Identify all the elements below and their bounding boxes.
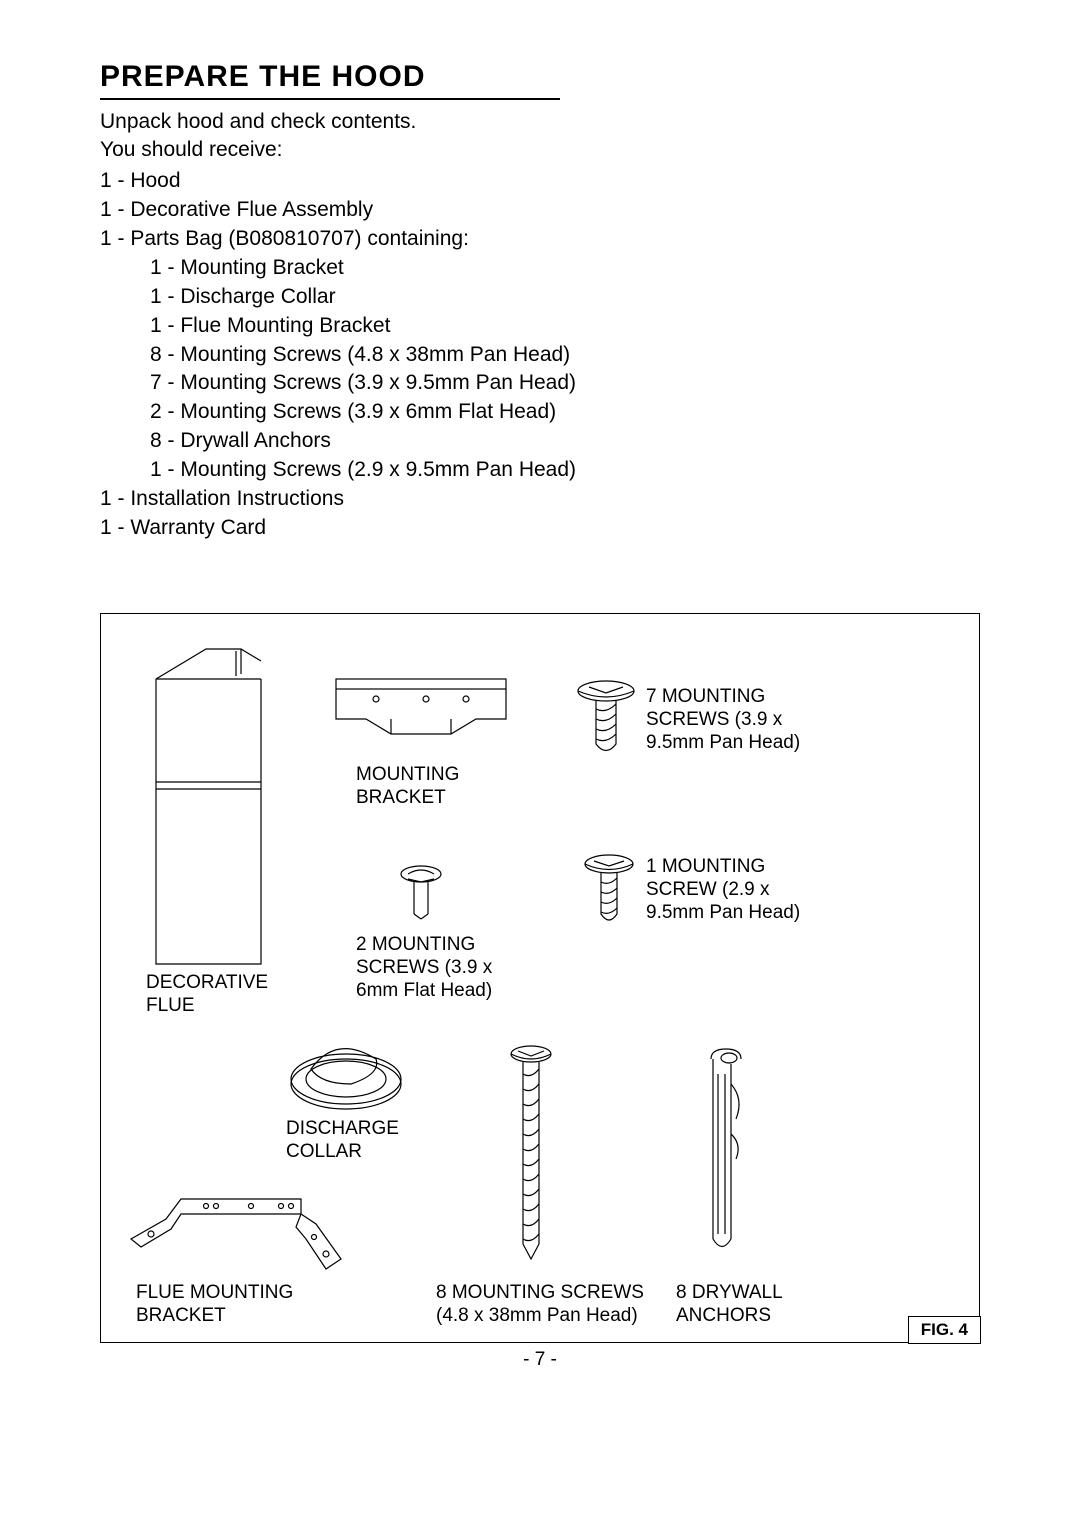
- list-item: 1 - Warranty Card: [100, 514, 980, 543]
- mounting-bracket-label: MOUNTING BRACKET: [356, 764, 486, 810]
- parts-list: 1 - Hood 1 - Decorative Flue Assembly 1 …: [100, 167, 980, 544]
- list-item: 2 - Mounting Screws (3.9 x 6mm Flat Head…: [150, 398, 980, 427]
- screw-icon: [571, 679, 641, 769]
- flue-bracket-drawing: [126, 1179, 356, 1284]
- list-item: 1 - Flue Mounting Bracket: [150, 312, 980, 341]
- decorative-flue-icon: [141, 634, 291, 974]
- list-item: 1 - Hood: [100, 167, 980, 196]
- label-text: DISCHARGE COLLAR: [286, 1118, 399, 1162]
- screw-long-label: 8 MOUNTING SCREWS (4.8 x 38mm Pan Head): [436, 1282, 656, 1328]
- label-line: SCREWS (3.9 x: [646, 709, 782, 730]
- list-item: 7 - Mounting Screws (3.9 x 9.5mm Pan Hea…: [150, 369, 980, 398]
- label-line: 8 MOUNTING SCREWS: [436, 1282, 644, 1303]
- mounting-bracket-icon: [331, 674, 511, 754]
- heading-rule: [100, 98, 560, 100]
- label-text: FLUE MOUNTING BRACKET: [136, 1282, 293, 1326]
- flue-bracket-icon: [126, 1179, 356, 1279]
- screw-flat-drawing: [396, 864, 446, 939]
- mounting-bracket-drawing: [331, 674, 511, 759]
- label-line: SCREWS (3.9 x: [356, 957, 492, 978]
- screw-pan7-drawing: [571, 679, 641, 774]
- label-line: 7 MOUNTING: [646, 686, 765, 707]
- flue-bracket-label: FLUE MOUNTING BRACKET: [136, 1282, 306, 1328]
- figure-number: FIG. 4: [908, 1316, 981, 1344]
- section-heading: PREPARE THE HOOD: [100, 60, 980, 94]
- list-item: 1 - Installation Instructions: [100, 485, 980, 514]
- list-item: 8 - Drywall Anchors: [150, 427, 980, 456]
- screw-pan7-label: 7 MOUNTING SCREWS (3.9 x 9.5mm Pan Head): [646, 686, 826, 754]
- list-item: 8 - Mounting Screws (4.8 x 38mm Pan Head…: [150, 341, 980, 370]
- list-item: 1 - Discharge Collar: [150, 283, 980, 312]
- discharge-collar-icon: [281, 1029, 411, 1119]
- screw-pan1-drawing: [579, 854, 639, 944]
- label-line: 9.5mm Pan Head): [646, 902, 800, 923]
- label-text: DECORATIVE FLUE: [146, 972, 268, 1016]
- decorative-flue-label: DECORATIVE FLUE: [146, 972, 296, 1018]
- screw-flat-label: 2 MOUNTING SCREWS (3.9 x 6mm Flat Head): [356, 934, 516, 1002]
- screw-icon: [579, 854, 639, 939]
- discharge-collar-drawing: [281, 1029, 411, 1124]
- list-item: 1 - Mounting Screws (2.9 x 9.5mm Pan Hea…: [150, 456, 980, 485]
- label-line: 2 MOUNTING: [356, 934, 475, 955]
- label-line: 9.5mm Pan Head): [646, 732, 800, 753]
- label-text: 8 DRYWALL ANCHORS: [676, 1282, 782, 1326]
- screw-pan1-label: 1 MOUNTING SCREW (2.9 x 9.5mm Pan Head): [646, 856, 826, 924]
- label-line: SCREW (2.9 x: [646, 879, 770, 900]
- intro-line-1: Unpack hood and check contents.: [100, 110, 416, 133]
- label-line: 1 MOUNTING: [646, 856, 765, 877]
- figure-4: DECORATIVE FLUE MOUNTING BRACKET: [100, 613, 980, 1343]
- label-text: MOUNTING BRACKET: [356, 764, 459, 808]
- anchor-label: 8 DRYWALL ANCHORS: [676, 1282, 826, 1328]
- screw-icon: [506, 1044, 556, 1274]
- label-line: 6mm Flat Head): [356, 980, 492, 1001]
- intro-text: Unpack hood and check contents. You shou…: [100, 108, 980, 165]
- list-item: 1 - Parts Bag (B080810707) containing:: [100, 225, 980, 254]
- label-line: (4.8 x 38mm Pan Head): [436, 1305, 638, 1326]
- parts-sublist: 1 - Mounting Bracket 1 - Discharge Colla…: [100, 254, 980, 486]
- screw-long-drawing: [506, 1044, 556, 1279]
- anchor-icon: [696, 1044, 756, 1269]
- page-number: - 7 -: [100, 1349, 980, 1371]
- intro-line-2: You should receive:: [100, 138, 283, 161]
- anchor-drawing: [696, 1044, 756, 1274]
- page: PREPARE THE HOOD Unpack hood and check c…: [0, 0, 1080, 1411]
- discharge-collar-label: DISCHARGE COLLAR: [286, 1118, 436, 1164]
- decorative-flue-drawing: [141, 634, 291, 979]
- list-item: 1 - Decorative Flue Assembly: [100, 196, 980, 225]
- list-item: 1 - Mounting Bracket: [150, 254, 980, 283]
- screw-icon: [396, 864, 446, 934]
